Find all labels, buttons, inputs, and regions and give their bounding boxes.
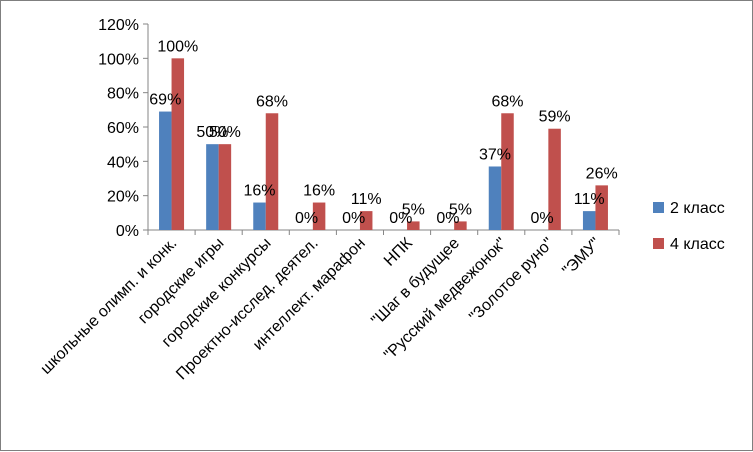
data-label: 16% xyxy=(243,183,275,200)
data-label: 59% xyxy=(539,109,571,126)
bar-series2 xyxy=(359,211,373,230)
bar-series2 xyxy=(171,58,185,231)
data-label: 69% xyxy=(149,92,181,109)
x-category-label: НПК xyxy=(381,234,416,269)
bar-series1 xyxy=(488,166,502,230)
data-label: 26% xyxy=(586,165,618,182)
data-label: 37% xyxy=(479,146,511,163)
bar-series1 xyxy=(582,211,596,230)
bar-series1 xyxy=(159,111,172,230)
y-tick-label: 0% xyxy=(116,223,139,240)
x-category-label: "Шаг в будущее xyxy=(368,235,463,330)
data-labels: 69% 50% 16% 0% 0% 0% 0% 37% 0% 11% 100% 50% 68% 16% 11… xyxy=(149,38,617,227)
bars xyxy=(159,58,608,231)
x-category-label: "ЭМУ" xyxy=(559,235,604,280)
data-label: 11% xyxy=(574,191,605,208)
bar-series2 xyxy=(548,128,561,230)
bar-series1 xyxy=(253,202,266,230)
y-tick-label: 40% xyxy=(107,154,139,171)
data-label: 0% xyxy=(531,210,554,227)
bar-series2 xyxy=(454,221,467,230)
bar-series2 xyxy=(218,144,232,230)
legend-swatch xyxy=(653,238,664,249)
bar-series2 xyxy=(265,113,279,230)
data-label: 0% xyxy=(436,210,459,227)
axes: 0%20%40%60%80%100%120%школьные олимп. и … xyxy=(38,17,620,383)
data-label: 0% xyxy=(295,210,318,227)
y-tick-label: 100% xyxy=(98,51,139,68)
data-label: 50% xyxy=(196,124,228,141)
legend-label: 4 класс xyxy=(670,236,725,253)
legend-swatch xyxy=(653,202,664,213)
y-tick-label: 60% xyxy=(107,120,139,137)
x-category-label: "Золотое руно" xyxy=(466,235,557,326)
y-tick-label: 80% xyxy=(107,86,139,103)
data-label: 5% xyxy=(449,201,472,218)
bar-series1 xyxy=(206,144,219,230)
bar-series2 xyxy=(595,185,608,230)
data-label: 16% xyxy=(303,183,335,200)
data-label: 50% xyxy=(209,124,241,141)
data-label: 11% xyxy=(351,191,382,208)
y-tick-label: 20% xyxy=(107,189,139,206)
x-category-label: городские игры xyxy=(135,235,227,327)
bar-series2 xyxy=(312,202,326,230)
legend: 2 класс 4 класс xyxy=(653,200,725,253)
legend-label: 2 класс xyxy=(670,200,725,217)
data-label: 0% xyxy=(389,210,412,227)
bar-series2 xyxy=(407,221,420,230)
data-label: 68% xyxy=(256,93,288,110)
data-label: 68% xyxy=(491,93,523,110)
bar-series2 xyxy=(501,113,514,230)
data-label: 0% xyxy=(342,210,365,227)
data-label: 5% xyxy=(402,201,425,218)
y-tick-label: 120% xyxy=(98,17,139,34)
data-label: 100% xyxy=(157,38,198,55)
